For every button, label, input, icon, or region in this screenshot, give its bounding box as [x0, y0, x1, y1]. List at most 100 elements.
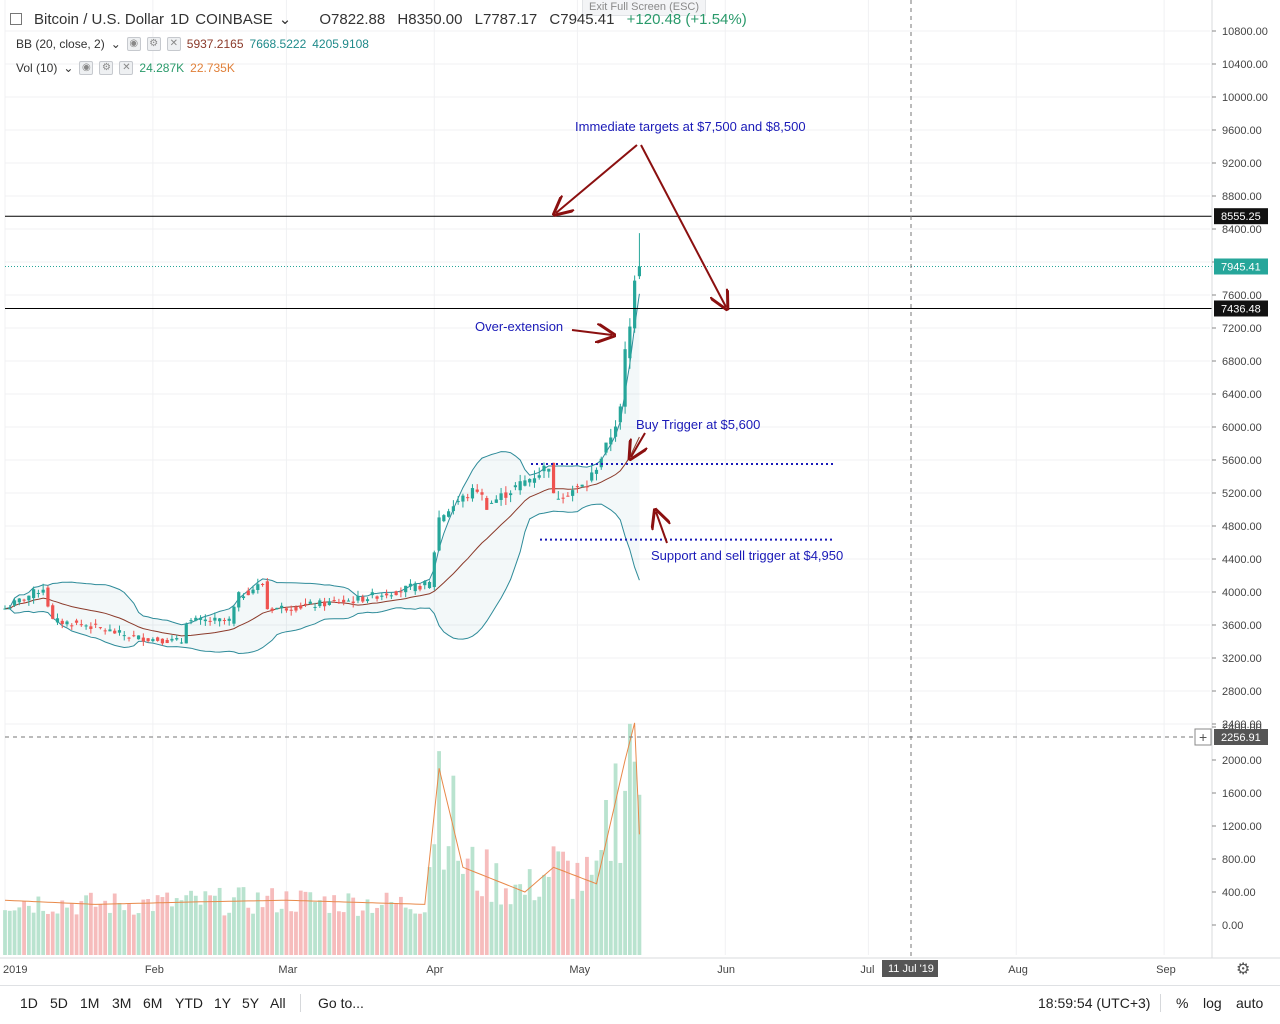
- price-tick-label: 6000.00: [1222, 422, 1262, 434]
- range-3m[interactable]: 3M: [112, 995, 132, 1011]
- volume-bar: [289, 911, 294, 955]
- goto-button[interactable]: Go to...: [318, 995, 364, 1011]
- volume-bar: [627, 723, 632, 955]
- vol-label[interactable]: Vol (10): [16, 61, 58, 75]
- candle: [165, 639, 169, 644]
- last-price-tag: 7945.41: [1221, 262, 1261, 274]
- candle: [160, 638, 165, 644]
- candle: [65, 621, 69, 625]
- exchange-label[interactable]: COINBASE: [195, 10, 273, 28]
- buy-trigger-arrow: [631, 432, 645, 457]
- candle: [227, 618, 231, 621]
- volume-bar: [265, 895, 270, 955]
- candle: [265, 581, 269, 610]
- candle: [628, 326, 632, 359]
- log-toggle[interactable]: log: [1203, 995, 1222, 1011]
- close-icon[interactable]: ✕: [166, 37, 181, 51]
- volume-bar: [12, 910, 17, 955]
- time-axis: 2019 Feb Mar Apr May Jun Jul Aug Sep: [3, 964, 1176, 976]
- volume-bar: [41, 910, 46, 955]
- gear-icon[interactable]: ⚙: [146, 37, 161, 51]
- volume-bar: [337, 911, 341, 955]
- gear-icon[interactable]: ⚙: [1236, 961, 1250, 978]
- volume-bar: [160, 897, 165, 955]
- volume-tick-label: 2000.00: [1222, 755, 1262, 767]
- range-ytd[interactable]: YTD: [175, 995, 203, 1011]
- candle: [55, 618, 60, 623]
- range-1d[interactable]: 1D: [20, 995, 38, 1011]
- chevron-down-icon[interactable]: ⌄: [278, 11, 292, 28]
- volume-bar: [484, 849, 489, 955]
- candle: [184, 624, 188, 644]
- eye-icon[interactable]: ◉: [79, 61, 94, 75]
- candle: [637, 266, 642, 277]
- volume-bar: [604, 799, 608, 955]
- volume-bar: [179, 900, 184, 955]
- bottom-toolbar: 1D 5D 1M 3M 6M YTD 1Y 5Y All Go to... 18…: [0, 985, 1280, 1020]
- volume-bar: [150, 911, 155, 955]
- range-5d[interactable]: 5D: [50, 995, 68, 1011]
- collapse-legend-icon[interactable]: [10, 13, 22, 25]
- divider: [300, 994, 301, 1012]
- candle: [556, 498, 560, 500]
- candle: [308, 601, 312, 604]
- candle: [237, 592, 241, 608]
- chevron-down-icon[interactable]: ⌄: [110, 37, 121, 51]
- time-tick-label: Feb: [145, 964, 164, 976]
- candle: [551, 462, 556, 494]
- date-cursor-bg: [882, 960, 938, 977]
- candle: [232, 606, 236, 624]
- price-tick-label: 4000.00: [1222, 587, 1262, 599]
- percent-toggle[interactable]: %: [1176, 995, 1189, 1011]
- candle: [36, 593, 40, 595]
- candle: [466, 497, 470, 499]
- volume-bar: [232, 897, 236, 955]
- range-all[interactable]: All: [270, 995, 286, 1011]
- candle: [370, 592, 374, 596]
- gear-icon[interactable]: ⚙: [99, 61, 114, 75]
- candle: [175, 638, 179, 640]
- candle: [599, 458, 603, 468]
- plus-icon: +: [1199, 729, 1207, 745]
- candle: [79, 624, 83, 626]
- volume-bar: [203, 891, 208, 955]
- volume-ma-line: [4, 722, 640, 905]
- volume-bar: [427, 867, 432, 955]
- candle: [389, 595, 393, 597]
- interval-label[interactable]: 1D: [170, 10, 190, 28]
- eye-icon[interactable]: ◉: [126, 37, 141, 51]
- volume-bar: [236, 887, 241, 955]
- candle: [122, 635, 126, 637]
- candle: [585, 486, 589, 488]
- range-6m[interactable]: 6M: [143, 995, 163, 1011]
- volume-bar: [88, 892, 93, 955]
- candle: [423, 580, 427, 586]
- volume-bar: [527, 869, 532, 955]
- exit-fullscreen-button[interactable]: Exit Full Screen (ESC): [582, 0, 707, 16]
- volume-bar: [222, 915, 227, 955]
- candle: [475, 489, 479, 492]
- candle: [222, 619, 227, 621]
- candle: [337, 602, 341, 604]
- level-high-tag: 8555.25: [1221, 211, 1261, 223]
- volume-bar: [375, 907, 379, 955]
- candle: [260, 583, 265, 585]
- volume-bar: [165, 892, 170, 955]
- volume-bar: [317, 900, 322, 955]
- auto-toggle[interactable]: auto: [1236, 995, 1264, 1011]
- volume-bar: [465, 858, 470, 955]
- close-icon[interactable]: ✕: [119, 61, 134, 75]
- volume-bar: [475, 890, 480, 955]
- volume-bar: [84, 895, 88, 955]
- chevron-down-icon[interactable]: ⌄: [63, 61, 74, 75]
- range-5y[interactable]: 5Y: [242, 995, 260, 1011]
- bb-label[interactable]: BB (20, close, 2): [16, 37, 105, 51]
- volume-bar: [184, 895, 189, 955]
- candle: [470, 488, 475, 499]
- range-1m[interactable]: 1M: [80, 995, 100, 1011]
- volume-bar: [370, 912, 375, 955]
- symbol-name[interactable]: Bitcoin / U.S. Dollar: [34, 10, 165, 28]
- range-1y[interactable]: 1Y: [214, 995, 232, 1011]
- candle: [356, 595, 360, 601]
